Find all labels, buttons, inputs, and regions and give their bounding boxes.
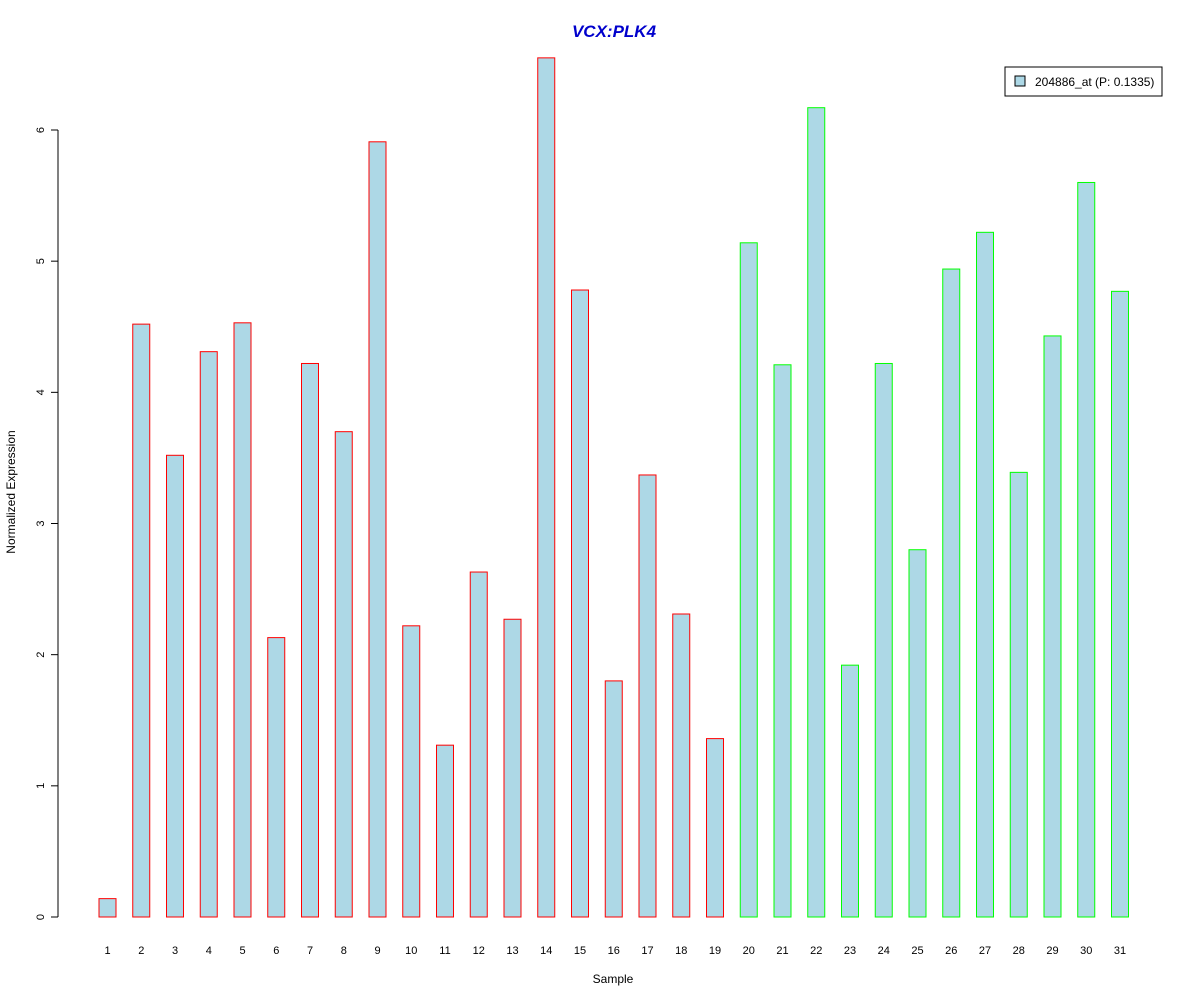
x-axis-title: Sample xyxy=(593,972,634,986)
bar xyxy=(773,364,792,918)
bar xyxy=(874,362,893,918)
x-tick-label: 8 xyxy=(341,945,347,957)
x-tick-label: 12 xyxy=(473,945,485,957)
x-axis: 1 2 3 4 5 6 7 8 9 10 11 12 13 14 15 16 17 18 19 20 21 22 23 24 2… xyxy=(104,945,1126,957)
bar xyxy=(199,351,218,918)
x-tick-label: 17 xyxy=(641,945,653,957)
legend: 204886_at (P: 0.1335) xyxy=(1004,66,1163,97)
bar xyxy=(1009,471,1028,918)
bar xyxy=(1111,290,1129,918)
bar xyxy=(436,744,454,918)
x-tick-label: 20 xyxy=(743,945,755,957)
bar xyxy=(1043,335,1062,918)
x-tick-label: 19 xyxy=(709,945,721,957)
x-tick-label: 31 xyxy=(1114,945,1126,957)
bar xyxy=(739,242,758,918)
x-tick-label: 23 xyxy=(844,945,856,957)
x-tick-label: 13 xyxy=(506,945,518,957)
bar xyxy=(537,57,556,918)
bar xyxy=(267,637,286,918)
bar xyxy=(976,231,994,918)
x-tick-label: 14 xyxy=(540,945,552,957)
x-tick-label: 1 xyxy=(104,945,110,957)
x-tick-label: 4 xyxy=(206,945,212,957)
bar xyxy=(672,613,691,918)
y-tick-label: 0 xyxy=(35,914,47,920)
bar xyxy=(301,362,319,918)
bar xyxy=(334,431,353,918)
y-tick-label: 6 xyxy=(35,127,47,133)
x-tick-label: 24 xyxy=(878,945,890,957)
x-tick-label: 5 xyxy=(239,945,245,957)
bars xyxy=(98,57,1129,918)
bar xyxy=(942,268,961,918)
bar xyxy=(233,322,252,918)
legend-swatch xyxy=(1014,75,1026,87)
y-tick-label: 5 xyxy=(35,258,47,264)
bar xyxy=(368,141,387,918)
bar xyxy=(908,549,927,918)
x-tick-label: 15 xyxy=(574,945,586,957)
bar xyxy=(402,625,421,918)
legend-label: 204886_at (P: 0.1335) xyxy=(1035,75,1154,89)
y-tick-label: 2 xyxy=(35,652,47,658)
x-tick-label: 2 xyxy=(138,945,144,957)
x-tick-label: 6 xyxy=(273,945,279,957)
x-tick-label: 10 xyxy=(405,945,417,957)
bar xyxy=(571,289,589,918)
bar xyxy=(98,898,117,918)
y-axis: 0 1 2 3 4 5 6 xyxy=(35,127,59,920)
bar xyxy=(841,664,859,918)
bar xyxy=(638,474,657,918)
legend-box xyxy=(1004,66,1163,97)
bar xyxy=(132,323,151,918)
x-tick-label: 28 xyxy=(1013,945,1025,957)
y-tick-label: 1 xyxy=(35,783,47,789)
x-tick-label: 21 xyxy=(776,945,788,957)
chart-title: VCX:PLK4 xyxy=(572,22,657,41)
bar xyxy=(706,738,724,918)
x-tick-label: 30 xyxy=(1080,945,1092,957)
x-tick-label: 27 xyxy=(979,945,991,957)
x-tick-label: 3 xyxy=(172,945,178,957)
x-tick-label: 22 xyxy=(810,945,822,957)
x-tick-label: 9 xyxy=(374,945,380,957)
x-tick-label: 25 xyxy=(911,945,923,957)
bar xyxy=(469,571,488,918)
x-tick-label: 7 xyxy=(307,945,313,957)
bar xyxy=(166,454,184,918)
bar xyxy=(604,680,623,918)
x-tick-label: 26 xyxy=(945,945,957,957)
bar xyxy=(503,618,522,918)
x-tick-label: 18 xyxy=(675,945,687,957)
x-tick-label: 29 xyxy=(1046,945,1058,957)
y-tick-label: 4 xyxy=(35,389,47,395)
y-tick-label: 3 xyxy=(35,520,47,526)
y-axis-title: Normalized Expression xyxy=(4,430,18,553)
bar xyxy=(1077,181,1096,918)
bar xyxy=(807,107,826,918)
x-tick-label: 16 xyxy=(608,945,620,957)
x-tick-label: 11 xyxy=(439,945,450,957)
